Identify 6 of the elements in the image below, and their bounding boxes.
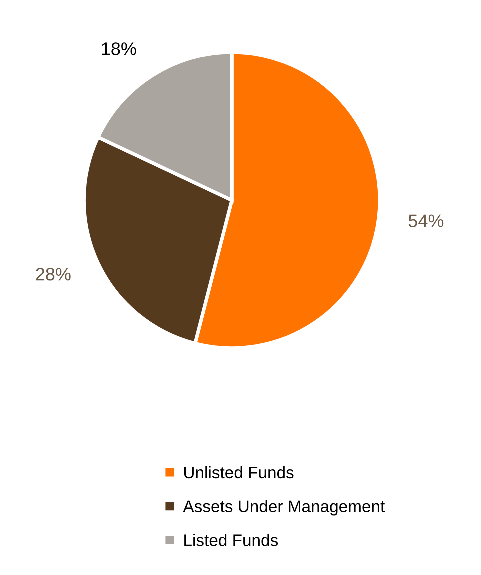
legend-label: Listed Funds	[184, 534, 278, 546]
data-label: 18%	[102, 42, 136, 56]
data-label: 54%	[408, 214, 444, 228]
legend-label: Assets Under Management	[183, 500, 386, 516]
legend-label: Unlisted Funds	[184, 466, 294, 479]
data-label: 28%	[36, 268, 71, 281]
